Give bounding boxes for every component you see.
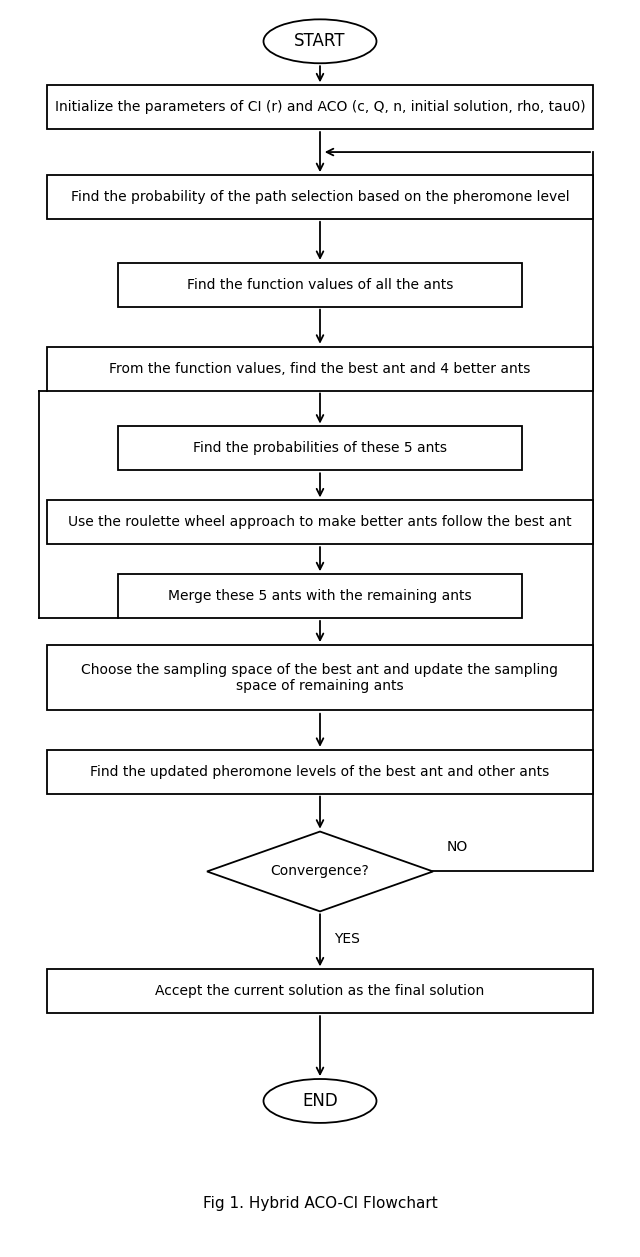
FancyBboxPatch shape xyxy=(47,749,593,793)
FancyBboxPatch shape xyxy=(47,85,593,129)
Text: Convergence?: Convergence? xyxy=(271,865,369,879)
Text: Find the updated pheromone levels of the best ant and other ants: Find the updated pheromone levels of the… xyxy=(90,764,550,778)
Text: Use the roulette wheel approach to make better ants follow the best ant: Use the roulette wheel approach to make … xyxy=(68,515,572,529)
Polygon shape xyxy=(207,832,433,911)
Text: START: START xyxy=(294,33,346,50)
Ellipse shape xyxy=(264,19,376,63)
FancyBboxPatch shape xyxy=(47,347,593,391)
Text: Fig 1. Hybrid ACO-CI Flowchart: Fig 1. Hybrid ACO-CI Flowchart xyxy=(203,1197,437,1212)
FancyBboxPatch shape xyxy=(47,645,593,710)
FancyBboxPatch shape xyxy=(118,426,522,470)
FancyBboxPatch shape xyxy=(47,175,593,219)
Text: Merge these 5 ants with the remaining ants: Merge these 5 ants with the remaining an… xyxy=(168,590,472,603)
FancyBboxPatch shape xyxy=(47,969,593,1013)
Ellipse shape xyxy=(264,1079,376,1123)
Text: Choose the sampling space of the best ant and update the sampling
space of remai: Choose the sampling space of the best an… xyxy=(81,662,559,693)
Text: From the function values, find the best ant and 4 better ants: From the function values, find the best … xyxy=(109,362,531,376)
Text: Find the probabilities of these 5 ants: Find the probabilities of these 5 ants xyxy=(193,441,447,455)
FancyBboxPatch shape xyxy=(47,500,593,544)
Text: YES: YES xyxy=(334,933,360,947)
Text: Find the probability of the path selection based on the pheromone level: Find the probability of the path selecti… xyxy=(70,190,570,204)
Text: NO: NO xyxy=(447,840,468,854)
Text: Initialize the parameters of CI (r) and ACO (c, Q, n, initial solution, rho, tau: Initialize the parameters of CI (r) and … xyxy=(54,101,586,114)
FancyBboxPatch shape xyxy=(118,263,522,307)
Text: Find the function values of all the ants: Find the function values of all the ants xyxy=(187,278,453,292)
Text: END: END xyxy=(302,1092,338,1110)
Text: Accept the current solution as the final solution: Accept the current solution as the final… xyxy=(156,984,484,998)
FancyBboxPatch shape xyxy=(118,574,522,618)
